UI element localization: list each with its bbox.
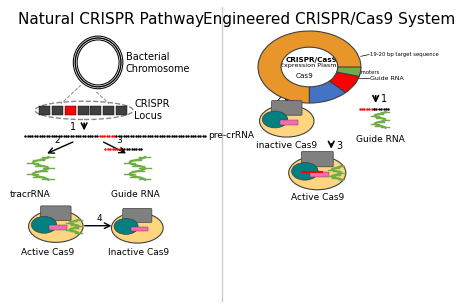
Ellipse shape — [28, 210, 83, 242]
Wedge shape — [337, 67, 361, 76]
Text: inactive Cas9: inactive Cas9 — [256, 141, 317, 150]
Text: Natural CRISPR Pathway: Natural CRISPR Pathway — [18, 12, 204, 27]
Text: 2: 2 — [54, 136, 60, 145]
Ellipse shape — [114, 218, 138, 234]
Bar — [103, 106, 114, 115]
Text: Guide RNA: Guide RNA — [111, 190, 159, 199]
Text: CRISPR/Cas9: CRISPR/Cas9 — [286, 57, 337, 63]
Bar — [78, 106, 89, 115]
Text: Active Cas9: Active Cas9 — [21, 248, 74, 257]
Wedge shape — [310, 81, 346, 103]
Text: tracrRNA: tracrRNA — [10, 190, 51, 199]
Text: Active Cas9: Active Cas9 — [291, 193, 344, 202]
Bar — [280, 120, 298, 125]
Text: Cas9: Cas9 — [295, 73, 313, 79]
Text: 1: 1 — [70, 122, 76, 132]
Text: CRISPR
Locus: CRISPR Locus — [134, 99, 170, 120]
Text: Inactive Cas9: Inactive Cas9 — [108, 248, 169, 257]
Text: 2: 2 — [275, 94, 282, 104]
Text: 3: 3 — [116, 136, 122, 145]
Bar — [52, 106, 63, 115]
Bar — [91, 106, 101, 115]
Text: 3: 3 — [337, 141, 343, 151]
Ellipse shape — [289, 156, 346, 190]
Wedge shape — [258, 31, 361, 103]
FancyBboxPatch shape — [41, 206, 71, 221]
Bar — [49, 225, 67, 230]
Bar — [310, 172, 329, 177]
FancyBboxPatch shape — [272, 101, 302, 115]
Text: 19-20 bp target sequence: 19-20 bp target sequence — [370, 52, 438, 57]
Bar — [131, 227, 148, 231]
Wedge shape — [329, 72, 359, 92]
Text: Guide RNA: Guide RNA — [370, 76, 403, 81]
Bar — [39, 106, 50, 115]
Ellipse shape — [292, 163, 318, 180]
Ellipse shape — [263, 111, 288, 128]
Text: Bacterial
Chromosome: Bacterial Chromosome — [126, 52, 190, 74]
FancyBboxPatch shape — [123, 209, 152, 222]
Ellipse shape — [260, 105, 314, 137]
Text: 1: 1 — [381, 94, 387, 104]
Bar — [116, 106, 127, 115]
Text: Expression Plasmid: Expression Plasmid — [280, 63, 343, 68]
Ellipse shape — [111, 213, 163, 243]
Text: pre-crRNA: pre-crRNA — [209, 131, 255, 140]
Bar — [65, 106, 76, 115]
Text: 4: 4 — [97, 214, 102, 223]
Text: Guide RNA: Guide RNA — [356, 135, 404, 144]
Text: promoters: promoters — [352, 70, 380, 75]
Ellipse shape — [31, 217, 57, 233]
FancyBboxPatch shape — [301, 152, 333, 167]
Text: Engineered CRISPR/Cas9 System: Engineered CRISPR/Cas9 System — [203, 12, 455, 27]
